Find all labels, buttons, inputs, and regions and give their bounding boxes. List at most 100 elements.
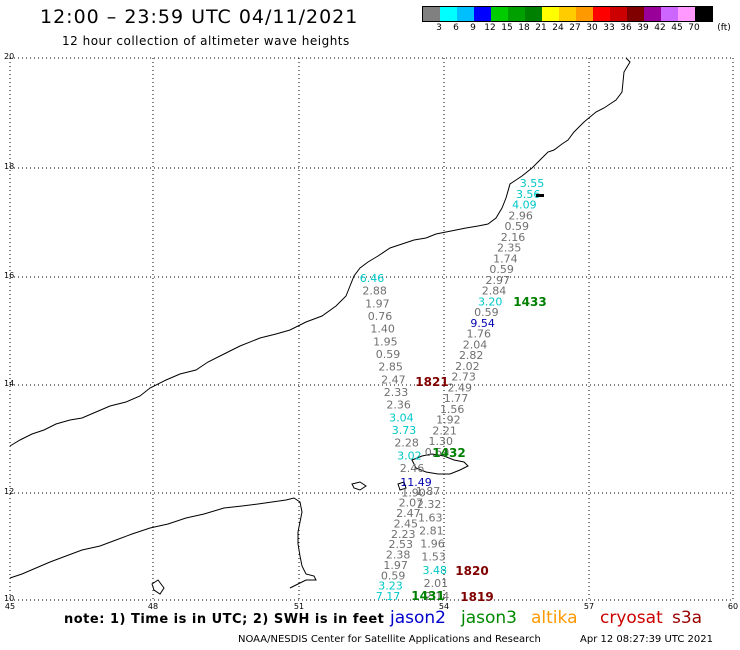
island-socotra [411, 453, 469, 475]
wave-height-observation: 3.73 [392, 424, 417, 437]
color-scale-labels: 3 6 9 12 15 18 21 24 27 30 33 36 39 42 45 70 (ft) [422, 23, 732, 35]
latitude-label: 10 [4, 594, 15, 603]
color-swatch [525, 7, 542, 21]
color-scale-tick-label: 24 [552, 23, 564, 33]
wave-height-observation: 1.53 [421, 551, 446, 564]
wave-height-observation: 0.59 [505, 220, 530, 233]
color-scale-tick-label: 9 [470, 23, 476, 33]
pass-time-label: 1820 [455, 564, 488, 578]
longitude-label: 48 [147, 602, 159, 611]
wave-height-observation: 2.33 [384, 386, 409, 399]
wave-height-observation: 2.96 [508, 209, 533, 222]
wave-height-observation: 1.97 [383, 559, 408, 572]
wave-height-observation: 2.21 [432, 424, 457, 437]
wave-height-observation: 2.45 [394, 517, 419, 530]
wave-height-observation: 2.46 [400, 462, 425, 475]
wave-height-observation: 1.92 [436, 414, 461, 427]
latitude-label: 20 [4, 52, 15, 61]
wave-height-observation: 1.40 [370, 323, 395, 336]
map-title: 12:00 – 23:59 UTC 04/11/2021 [40, 6, 359, 28]
wave-height-observation: 3.55 [520, 177, 545, 190]
coast-inlet [151, 579, 165, 595]
color-swatch [678, 7, 695, 21]
color-swatch [576, 7, 593, 21]
wave-height-observation: 2.88 [362, 285, 387, 298]
color-swatch [542, 7, 559, 21]
island-small-2 [351, 481, 367, 491]
wave-height-observation: 1.30 [429, 435, 454, 448]
wave-height-observation: 1.56 [440, 403, 465, 416]
wave-height-observation: 0.59 [376, 348, 401, 361]
wave-height-observation: 2.47 [381, 373, 406, 386]
pass-time-label: 1819 [460, 590, 493, 604]
wave-height-observation: 3.48 [423, 564, 448, 577]
wave-height-observation: 7.17 [376, 590, 401, 603]
wave-height-observation: 2.81 [419, 524, 444, 537]
color-scale-tick-label: 30 [586, 23, 598, 33]
latitude-label: 14 [4, 379, 15, 388]
legend-item-s3a: s3a [672, 608, 703, 628]
wave-height-observation: 2.16 [501, 231, 526, 244]
color-scale-tick-label: 36 [620, 23, 632, 33]
wave-height-observation: 6.46 [360, 272, 385, 285]
wave-height-observation: 1.95 [373, 335, 398, 348]
wave-height-observation: 2.01 [424, 577, 449, 590]
legend-item-altika: altika [531, 608, 578, 628]
wave-height-observation: 0.59 [474, 306, 499, 319]
color-scale-tick-label: 27 [569, 23, 581, 33]
wave-height-observation: 3.04 [389, 411, 414, 424]
coastline-mainland [9, 57, 631, 447]
wave-height-observation: 2.97 [486, 274, 511, 287]
wave-height-observation: 4.09 [512, 199, 537, 212]
wave-height-observation: 3.02 [397, 449, 422, 462]
credit-text: NOAA/NESDIS Center for Satellite Applica… [238, 634, 541, 645]
wave-height-observation: 2.23 [391, 528, 416, 541]
wave-height-observation: 0.76 [368, 310, 393, 323]
wave-height-observation: 2.53 [388, 538, 413, 551]
legend-item-jason3: jason3 [461, 608, 517, 628]
pass-time-label: 1432 [432, 446, 465, 460]
map-subtitle: 12 hour collection of altimeter wave hei… [62, 34, 350, 48]
color-scale-tick-label: 45 [671, 23, 683, 33]
longitude-label: 60 [727, 602, 739, 611]
wave-height-observation: 3.20 [478, 295, 503, 308]
wave-height-observation: 3.23 [378, 580, 403, 593]
units-note: note: 1) Time is in UTC; 2) SWH is in fe… [64, 612, 385, 627]
color-scale-tick-label: 33 [603, 23, 615, 33]
color-swatch [440, 7, 457, 21]
color-scale-tick-label: 15 [501, 23, 513, 33]
pass-time-label: 1431 [411, 589, 444, 603]
wave-height-color-scale [422, 6, 713, 22]
wave-height-observation: 9.54 [470, 317, 495, 330]
wave-height-observation: 2.04 [463, 338, 488, 351]
color-swatch [661, 7, 678, 21]
pass-time-label: 1433 [513, 295, 546, 309]
color-scale-tick-label: 70 [688, 23, 700, 33]
wave-height-observation: 2.02 [455, 360, 480, 373]
color-scale-tick-label: 18 [518, 23, 530, 33]
lat-lon-grid [9, 57, 734, 601]
wave-height-observation: 2.47 [396, 507, 421, 520]
legend-item-cryosat: cryosat [600, 608, 663, 628]
longitude-label: 57 [583, 602, 595, 611]
wave-height-observation: 2.28 [394, 437, 419, 450]
wave-height-observation: 2.49 [448, 381, 473, 394]
latitude-label: 12 [4, 487, 15, 496]
wave-height-observation: 2.73 [451, 371, 476, 384]
wave-height-observation: 1.74 [493, 252, 518, 265]
longitude-label: 54 [438, 602, 450, 611]
color-scale-tick-label: 42 [654, 23, 666, 33]
wave-height-observation: 2.84 [482, 285, 507, 298]
wave-height-observation: 0.59 [425, 446, 450, 459]
color-swatch [593, 7, 610, 21]
color-swatch [695, 7, 712, 21]
wave-height-observation: 1.96 [420, 538, 445, 551]
color-scale-tick-label: 39 [637, 23, 649, 33]
wave-height-observation: 2.07 [399, 497, 424, 510]
color-swatch [474, 7, 491, 21]
wave-height-observation: 0.59 [381, 569, 406, 582]
pass-time-label: 1821 [415, 375, 448, 389]
color-swatch [423, 7, 440, 21]
coastline [9, 57, 631, 595]
